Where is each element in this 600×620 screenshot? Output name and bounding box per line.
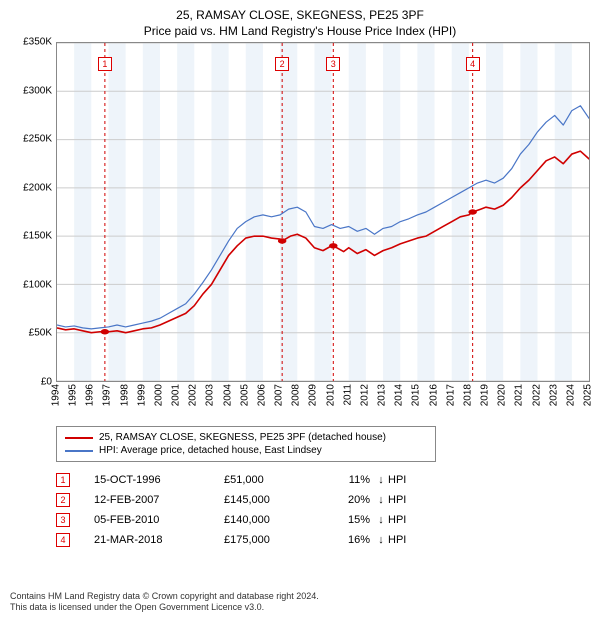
x-tick-label: 2010	[325, 384, 336, 406]
x-tick-label: 2008	[291, 384, 302, 406]
x-tick-label: 2015	[411, 384, 422, 406]
footer: Contains HM Land Registry data © Crown c…	[10, 591, 590, 614]
sale-marker-badge: 4	[466, 57, 480, 71]
sale-row-price: £145,000	[224, 494, 324, 506]
legend-item: HPI: Average price, detached house, East…	[65, 444, 427, 457]
y-tick-label: £50K	[29, 328, 52, 339]
x-tick-label: 1998	[119, 384, 130, 406]
x-tick-label: 2017	[445, 384, 456, 406]
x-tick-label: 2020	[497, 384, 508, 406]
sale-row-suffix: HPI	[388, 534, 406, 546]
x-tick-label: 2009	[308, 384, 319, 406]
sale-row-date: 05-FEB-2010	[94, 514, 224, 526]
sale-row-delta: 11%	[324, 474, 374, 486]
sale-row-suffix: HPI	[388, 514, 406, 526]
x-tick-label: 2006	[256, 384, 267, 406]
down-arrow-icon: ↓	[374, 514, 388, 526]
x-tick-label: 2012	[359, 384, 370, 406]
x-tick-label: 2016	[428, 384, 439, 406]
y-tick-label: £250K	[23, 134, 52, 145]
sale-row-price: £51,000	[224, 474, 324, 486]
y-tick-label: £100K	[23, 279, 52, 290]
sale-row-delta: 20%	[324, 494, 374, 506]
sale-marker-badge: 1	[98, 57, 112, 71]
legend-swatch	[65, 450, 93, 452]
sale-row-badge: 3	[56, 513, 70, 527]
x-axis: 1994199519961997199819992000200120022003…	[56, 382, 590, 412]
title-address: 25, RAMSAY CLOSE, SKEGNESS, PE25 3PF	[10, 8, 590, 22]
sale-row: 3 05-FEB-2010£140,00015%↓HPI	[56, 510, 590, 530]
chart-container: 25, RAMSAY CLOSE, SKEGNESS, PE25 3PF Pri…	[0, 0, 600, 620]
legend-label: 25, RAMSAY CLOSE, SKEGNESS, PE25 3PF (de…	[99, 432, 386, 443]
x-tick-label: 1999	[136, 384, 147, 406]
x-tick-label: 2005	[239, 384, 250, 406]
x-tick-label: 2024	[565, 384, 576, 406]
sale-row-date: 15-OCT-1996	[94, 474, 224, 486]
legend-item: 25, RAMSAY CLOSE, SKEGNESS, PE25 3PF (de…	[65, 431, 427, 444]
x-tick-label: 2003	[205, 384, 216, 406]
sale-row-date: 21-MAR-2018	[94, 534, 224, 546]
sale-row: 1 15-OCT-1996£51,00011%↓HPI	[56, 470, 590, 490]
legend: 25, RAMSAY CLOSE, SKEGNESS, PE25 3PF (de…	[56, 426, 436, 462]
sale-row-badge: 2	[56, 493, 70, 507]
legend-swatch	[65, 437, 93, 439]
x-tick-label: 2018	[462, 384, 473, 406]
down-arrow-icon: ↓	[374, 494, 388, 506]
title-block: 25, RAMSAY CLOSE, SKEGNESS, PE25 3PF Pri…	[10, 8, 590, 38]
down-arrow-icon: ↓	[374, 474, 388, 486]
x-tick-label: 1997	[102, 384, 113, 406]
y-tick-label: £150K	[23, 231, 52, 242]
x-tick-label: 2011	[342, 384, 353, 406]
plot-svg	[57, 43, 589, 381]
x-tick-label: 2019	[480, 384, 491, 406]
legend-label: HPI: Average price, detached house, East…	[99, 445, 322, 456]
sale-row: 2 12-FEB-2007£145,00020%↓HPI	[56, 490, 590, 510]
x-tick-label: 2004	[222, 384, 233, 406]
sale-row-badge: 4	[56, 533, 70, 547]
sale-row-price: £140,000	[224, 514, 324, 526]
x-tick-label: 1994	[51, 384, 62, 406]
x-tick-label: 2014	[394, 384, 405, 406]
plot-area: 1 2 3 4	[56, 42, 590, 382]
y-tick-label: £350K	[23, 37, 52, 48]
x-tick-label: 2023	[548, 384, 559, 406]
sale-row-badge: 1	[56, 473, 70, 487]
sale-row-suffix: HPI	[388, 494, 406, 506]
x-tick-label: 2013	[377, 384, 388, 406]
chart: £0£50K£100K£150K£200K£250K£300K£350K 123…	[10, 42, 590, 412]
y-tick-label: £200K	[23, 182, 52, 193]
sale-row-delta: 16%	[324, 534, 374, 546]
down-arrow-icon: ↓	[374, 534, 388, 546]
x-tick-label: 2022	[531, 384, 542, 406]
x-tick-label: 2025	[583, 384, 594, 406]
footer-line1: Contains HM Land Registry data © Crown c…	[10, 591, 590, 603]
x-tick-label: 2002	[188, 384, 199, 406]
x-tick-label: 2001	[171, 384, 182, 406]
sale-row-price: £175,000	[224, 534, 324, 546]
sale-marker-badge: 3	[326, 57, 340, 71]
sale-row: 4 21-MAR-2018£175,00016%↓HPI	[56, 530, 590, 550]
x-tick-label: 1996	[85, 384, 96, 406]
x-tick-label: 2000	[153, 384, 164, 406]
x-tick-label: 1995	[68, 384, 79, 406]
sale-row-delta: 15%	[324, 514, 374, 526]
title-subtitle: Price paid vs. HM Land Registry's House …	[10, 24, 590, 38]
footer-line2: This data is licensed under the Open Gov…	[10, 602, 590, 614]
y-axis: £0£50K£100K£150K£200K£250K£300K£350K	[10, 42, 56, 382]
x-tick-label: 2007	[274, 384, 285, 406]
sale-row-date: 12-FEB-2007	[94, 494, 224, 506]
x-tick-label: 2021	[514, 384, 525, 406]
y-tick-label: £300K	[23, 85, 52, 96]
sale-marker-badge: 2	[275, 57, 289, 71]
sales-table: 115-OCT-1996£51,00011%↓HPI212-FEB-2007£1…	[56, 470, 590, 550]
sale-row-suffix: HPI	[388, 474, 406, 486]
